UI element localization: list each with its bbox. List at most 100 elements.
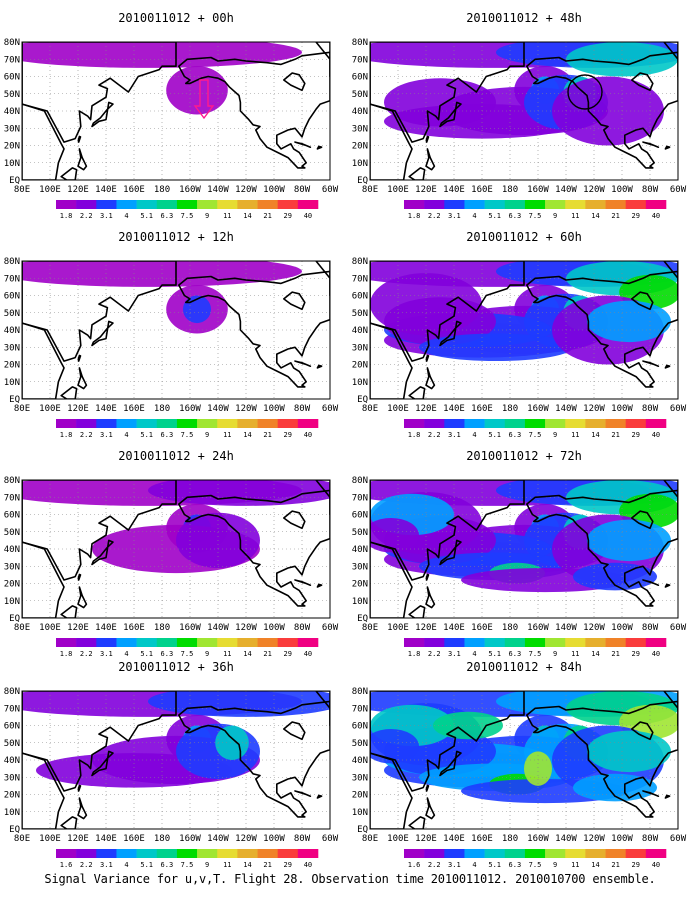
coastlines [22,42,330,180]
colorbar-label: 9 [553,650,557,658]
colorbar-swatch [277,419,299,428]
lon-label: 100E [39,185,61,195]
colorbar-label: 6.3 [509,431,522,439]
lon-label: 120W [583,623,605,633]
lon-label: 120E [415,404,437,414]
colorbar-swatch [297,638,319,647]
colorbar: 1.8 2.2 3.1 4 5.1 6.3 7.5 9 11 14 21 29 40 [56,200,319,220]
colorbar-swatch [565,200,586,209]
lat-label: 10N [4,159,20,169]
colorbar-label: 29 [284,212,292,220]
lat-label: EQ [9,614,20,624]
lon-label: 120W [583,404,605,414]
lat-label: 20N [352,361,368,371]
colorbar-swatch [504,419,526,428]
colorbar-label: 29 [284,650,292,658]
lat-label: 80N [352,687,368,697]
lat-label: 10N [352,378,368,388]
lat-label: 70N [352,274,368,284]
lon-label: 100W [263,834,285,844]
lon-label: 80W [294,834,311,844]
colorbar-label: 11 [571,431,579,439]
lon-label: 160W [179,834,201,844]
lon-label: 160W [179,623,201,633]
map-frame [369,479,679,619]
lat-label: EQ [9,395,20,405]
colorbar-swatch [176,849,198,858]
colorbar-swatch [136,200,158,209]
colorbar-label: 14 [591,431,599,439]
colorbar-swatch [444,849,465,858]
lon-label: 160W [527,623,549,633]
colorbar-label: 6.3 [161,650,174,658]
colorbar-swatch [565,419,586,428]
colorbar-swatch [484,419,506,428]
colorbar-swatch [217,849,238,858]
lon-label: 80W [642,623,659,633]
lat-label: 80N [4,687,20,697]
colorbar-label: 7.5 [181,650,194,658]
lon-label: 100W [263,185,285,195]
colorbar-swatch [237,200,258,209]
colorbar-swatch [176,419,198,428]
lat-label: EQ [357,825,368,835]
lat-label: 30N [4,562,20,572]
lat-label: 30N [352,562,368,572]
map-panel: 2010011012 + 00h EQ 10N 20N 30N 40N 50N 60N 70N 8… [4,11,339,220]
lat-label: 70N [4,55,20,65]
panel-title: 2010011012 + 12h [118,230,234,244]
colorbar-label: 2.2 [428,212,441,220]
colorbar-swatch [257,200,278,209]
panel-title: 2010011012 + 24h [118,449,234,463]
colorbar-swatch [625,200,647,209]
lat-label: 80N [352,257,368,267]
colorbar-label: 11 [223,212,231,220]
lon-label: 140W [555,404,577,414]
colorbar-swatch [257,849,278,858]
lat-label: 60N [352,511,368,521]
colorbar-swatch [197,638,218,647]
lon-label: 180 [502,834,518,844]
colorbar-label: 1.6 [60,861,73,869]
map-panel: 2010011012 + 48h EQ 10N 20N 30N 40N 50N 60N 70N 8… [352,11,687,220]
lon-label: 160E [471,623,493,633]
colorbar-label: 3.1 [448,212,461,220]
variance-field [22,480,330,574]
colorbar: 1.8 2.2 3.1 4 5.1 6.3 7.5 9 11 14 21 29 40 [56,419,319,439]
colorbar-label: 2.2 [428,861,441,869]
colorbar-swatch [545,849,566,858]
colorbar: 1.8 2.2 3.1 4 5.1 6.3 7.5 9 11 14 21 29 40 [404,638,667,658]
colorbar-swatch [56,638,77,647]
colorbar-label: 21 [611,212,619,220]
colorbar-swatch [257,419,278,428]
colorbar: 1.8 2.2 3.1 4 5.1 6.3 7.5 9 11 14 21 29 40 [56,638,319,658]
colorbar-swatch [404,200,425,209]
colorbar-swatch [585,849,606,858]
colorbar-label: 2.2 [80,650,93,658]
lon-label: 180 [154,404,170,414]
lon-label: 160W [527,185,549,195]
colorbar-label: 14 [243,861,251,869]
lon-label: 140W [207,404,229,414]
colorbar-swatch [545,419,566,428]
colorbar-label: 6.3 [509,212,522,220]
colorbar-label: 1.8 [60,650,73,658]
lat-label: EQ [9,176,20,186]
lat-label: 30N [4,773,20,783]
lon-label: 120E [67,834,89,844]
lat-label: 40N [352,326,368,336]
lon-label: 100W [611,623,633,633]
colorbar-label: 9 [205,861,209,869]
colorbar-label: 4 [472,861,476,869]
lat-label: 60N [4,722,20,732]
lat-label: 30N [4,343,20,353]
lat-label: 60N [4,292,20,302]
colorbar-swatch [76,849,97,858]
colorbar-label: 5.1 [488,431,501,439]
colorbar-swatch [444,638,465,647]
colorbar-swatch [217,419,238,428]
colorbar-label: 1.8 [408,650,421,658]
colorbar-label: 3.1 [100,212,113,220]
map-panel: 2010011012 + 24h EQ 10N 20N 30N 40N 50N 60N 70N 8… [4,449,339,658]
lon-label: 120E [415,185,437,195]
